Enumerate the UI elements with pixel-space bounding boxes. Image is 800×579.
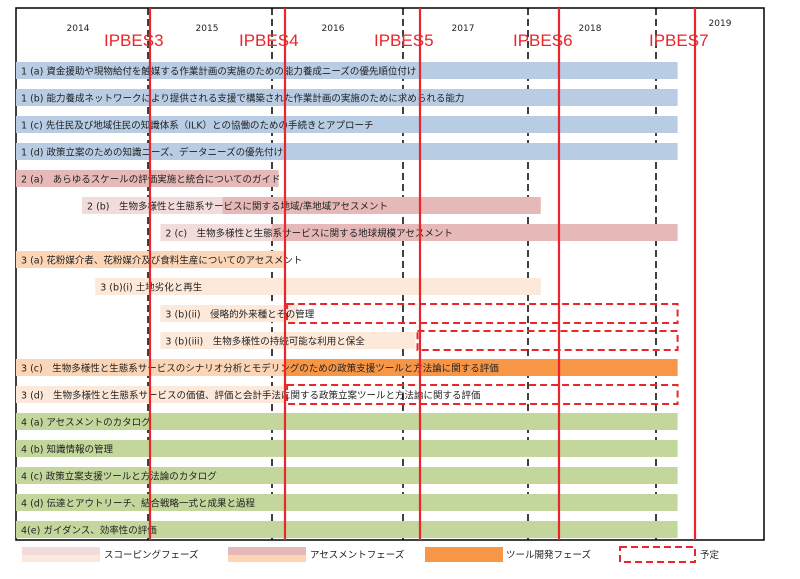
task-label: 4 (b) 知識情報の管理 <box>21 444 114 456</box>
task-bar <box>16 116 678 133</box>
task-bar <box>285 359 678 376</box>
task-label: 1 (c) 先住民及び地域住民の知識体系（ILK）との協働のための手続きとアプロ… <box>21 120 373 132</box>
task-bar <box>16 494 678 511</box>
meeting-label: IPBES6 <box>513 31 573 50</box>
task-label: 3 (d) 生物多様性と生態系サービスの価値、評価と会計手法に関する政策立案ツー… <box>21 390 481 402</box>
legend-swatch-tool <box>425 547 503 562</box>
task-label: 3 (a) 花粉媒介者、花粉媒介及び食料生産についてのアセスメント <box>21 255 302 267</box>
task-bar <box>16 521 678 538</box>
legend-label: ツール開発フェーズ <box>506 549 592 561</box>
task-label: 3 (b)(ii) 侵略的外来種とその管理 <box>165 309 314 321</box>
task-bar <box>272 224 678 241</box>
legend-swatch-assessment-pink <box>228 547 306 555</box>
task-bar <box>160 224 272 241</box>
task-label: 3 (c) 生物多様性と生態系サービスのシナリオ分析とモデリングのための政策支援… <box>21 363 499 375</box>
task-label: 2 (b) 生物多様性と生態系サービスに関する地域/準地域アセスメント <box>87 201 388 213</box>
task-bars <box>16 62 679 538</box>
task-bar <box>16 62 678 79</box>
meeting-label: IPBES4 <box>239 31 299 50</box>
planned-bar <box>286 384 679 405</box>
task-bar <box>16 413 678 430</box>
task-bar <box>16 170 279 187</box>
grid: 2014 2015 2016 2017 2018 2019 <box>15 7 765 541</box>
legend-label: 予定 <box>700 549 720 561</box>
task-label: 1 (d) 政策立案のための知識ニーズ、データニーズの優先付け <box>21 147 283 159</box>
legend-swatch-assessment-orange <box>228 555 306 562</box>
year-label: 2018 <box>579 24 602 34</box>
legend: スコーピングフェーズ アセスメントフェーズ ツール開発フェーズ 予定 <box>22 546 720 563</box>
task-label: 4(e) ガイダンス、効率性の評価 <box>21 525 157 537</box>
planned-bar <box>416 330 679 351</box>
task-bar <box>16 467 678 484</box>
meeting-label: IPBES7 <box>649 31 709 50</box>
chart-frame <box>15 7 765 541</box>
legend-swatch-planned <box>619 546 696 563</box>
legend-label: アセスメントフェーズ <box>310 549 405 561</box>
meeting-label: IPBES5 <box>374 31 434 50</box>
task-bar <box>160 332 416 349</box>
task-label: 3 (b)(i) 土地劣化と再生 <box>100 282 203 294</box>
task-label: 4 (d) 伝達とアウトリーチ、結合戦略一式と成果と過程 <box>21 498 255 510</box>
task-label: 4 (a) アセスメントのカタログ <box>21 417 151 429</box>
year-label: 2015 <box>196 24 219 34</box>
task-bar <box>95 278 541 295</box>
task-bar <box>222 197 541 214</box>
year-label: 2014 <box>67 24 90 34</box>
task-bar <box>16 143 678 160</box>
year-label: 2016 <box>322 24 345 34</box>
task-label: 1 (a) 資金援助や現物給付を触媒する作業計画の実施のための能力養成ニーズの優… <box>21 66 416 78</box>
task-label: 2 (c) 生物多様性と生態系サービスに関する地球規模アセスメント <box>165 228 453 240</box>
task-label: 4 (c) 政策立案支援ツールと方法論のカタログ <box>21 471 217 483</box>
year-label: 2019 <box>709 19 732 29</box>
meeting-lines: IPBES3 IPBES4 IPBES5 IPBES6 IPBES7 <box>104 8 709 540</box>
task-bar <box>82 197 223 214</box>
task-bar <box>16 440 678 457</box>
planned-bar <box>286 303 679 324</box>
meeting-label: IPBES3 <box>104 31 164 50</box>
task-label: 3 (b)(iii) 生物多様性の持続可能な利用と保全 <box>165 336 365 348</box>
year-label: 2017 <box>452 24 475 34</box>
task-bar <box>16 89 678 106</box>
task-label: 1 (b) 能力養成ネットワークにより提供される支援で構築された作業計画の実施の… <box>21 93 464 105</box>
legend-label: スコーピングフェーズ <box>104 549 199 561</box>
task-bar <box>160 305 299 322</box>
legend-swatch-scoping-pink <box>22 547 100 555</box>
legend-swatch-scoping-orange <box>22 555 100 562</box>
